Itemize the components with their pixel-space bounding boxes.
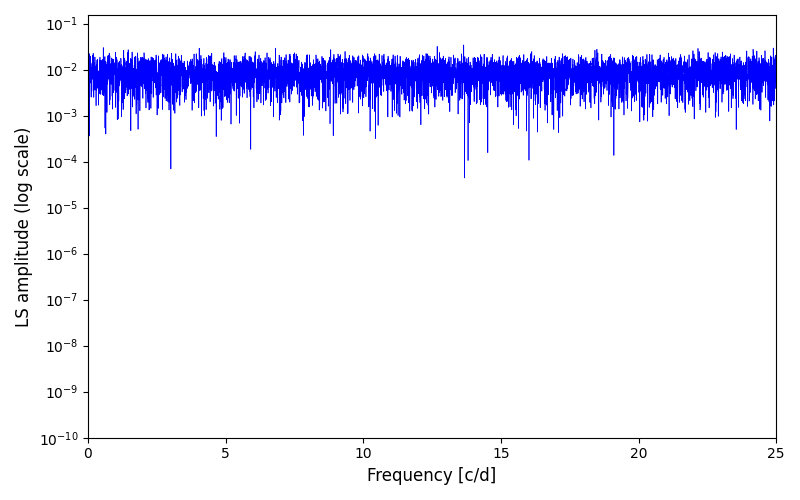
X-axis label: Frequency [c/d]: Frequency [c/d] [367,467,497,485]
Y-axis label: LS amplitude (log scale): LS amplitude (log scale) [15,126,33,327]
